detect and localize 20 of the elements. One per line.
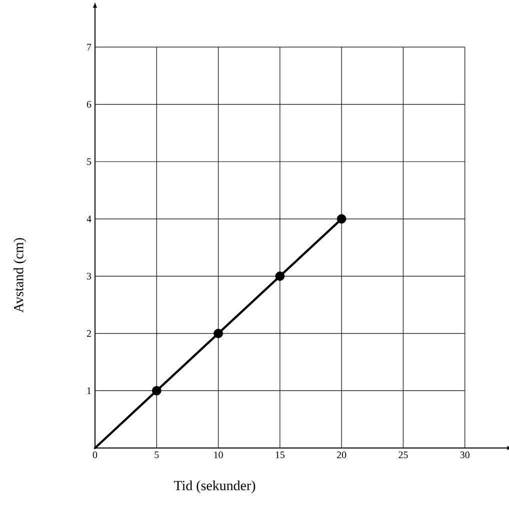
y-tick-label: 4 bbox=[86, 216, 92, 222]
point bbox=[152, 386, 162, 396]
x-tick-label: 5 bbox=[154, 452, 159, 458]
y-tick-label: 7 bbox=[87, 44, 92, 50]
point bbox=[336, 214, 346, 224]
y-axis-title: Avstand (cm) bbox=[13, 238, 26, 313]
x-tick-label: 20 bbox=[337, 452, 346, 458]
y-tick-label: 5 bbox=[87, 158, 92, 165]
x-tick-label: 30 bbox=[460, 452, 470, 458]
point bbox=[214, 328, 223, 338]
x-tick-label: 15 bbox=[276, 452, 285, 458]
y-tick-label: 1 bbox=[87, 387, 91, 394]
y-tick-label: 3 bbox=[86, 272, 92, 280]
y-tick-label: 2 bbox=[86, 330, 91, 337]
x-axis-title: Tid (sekunder) bbox=[174, 480, 256, 494]
x-tick-label: 10 bbox=[214, 452, 223, 458]
x-tick-label: 25 bbox=[398, 452, 408, 458]
point bbox=[275, 271, 285, 281]
y-tick-label: 6 bbox=[86, 101, 92, 108]
x-tick-label: 0 bbox=[92, 452, 98, 458]
